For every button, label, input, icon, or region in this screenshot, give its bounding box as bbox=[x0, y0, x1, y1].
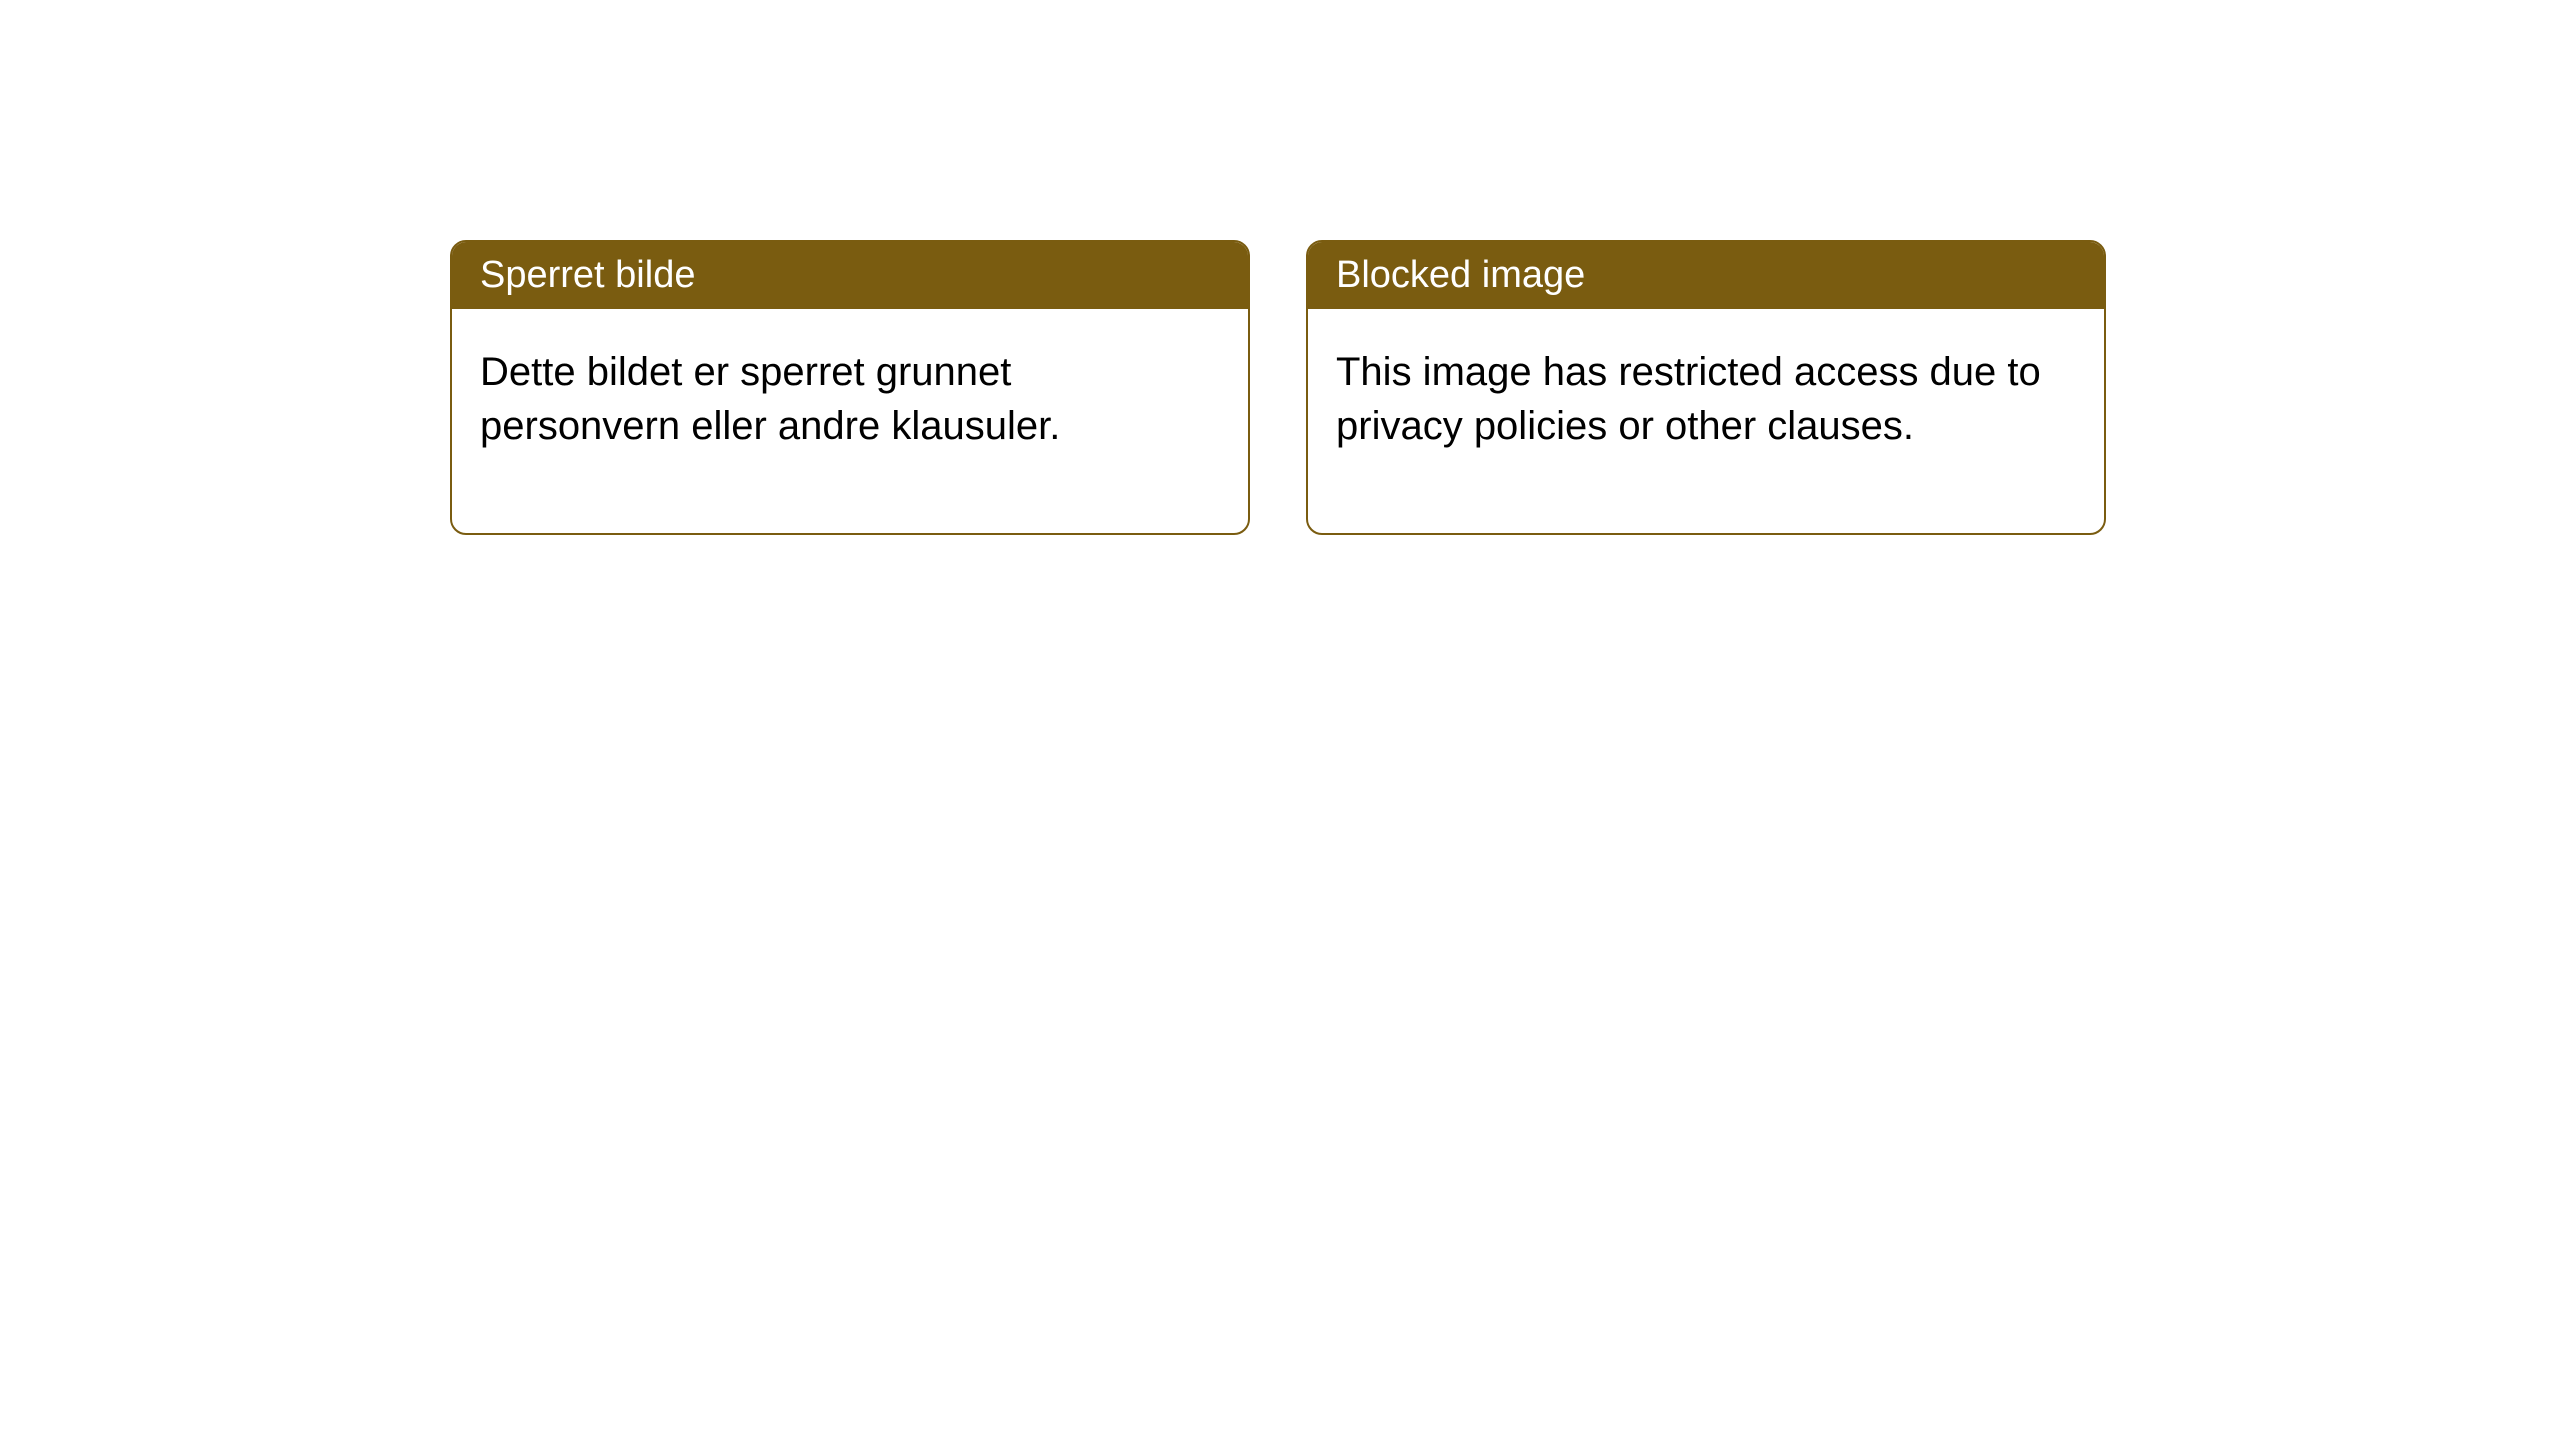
card-title: Sperret bilde bbox=[480, 254, 695, 296]
card-body: Dette bildet er sperret grunnet personve… bbox=[452, 309, 1248, 533]
notice-card-norwegian: Sperret bilde Dette bildet er sperret gr… bbox=[450, 240, 1250, 535]
notice-container: Sperret bilde Dette bildet er sperret gr… bbox=[450, 240, 2106, 535]
card-header: Sperret bilde bbox=[452, 242, 1248, 309]
card-title: Blocked image bbox=[1336, 254, 1585, 296]
card-header: Blocked image bbox=[1308, 242, 2104, 309]
card-body: This image has restricted access due to … bbox=[1308, 309, 2104, 533]
card-body-text: This image has restricted access due to … bbox=[1336, 350, 2041, 448]
notice-card-english: Blocked image This image has restricted … bbox=[1306, 240, 2106, 535]
card-body-text: Dette bildet er sperret grunnet personve… bbox=[480, 350, 1060, 448]
